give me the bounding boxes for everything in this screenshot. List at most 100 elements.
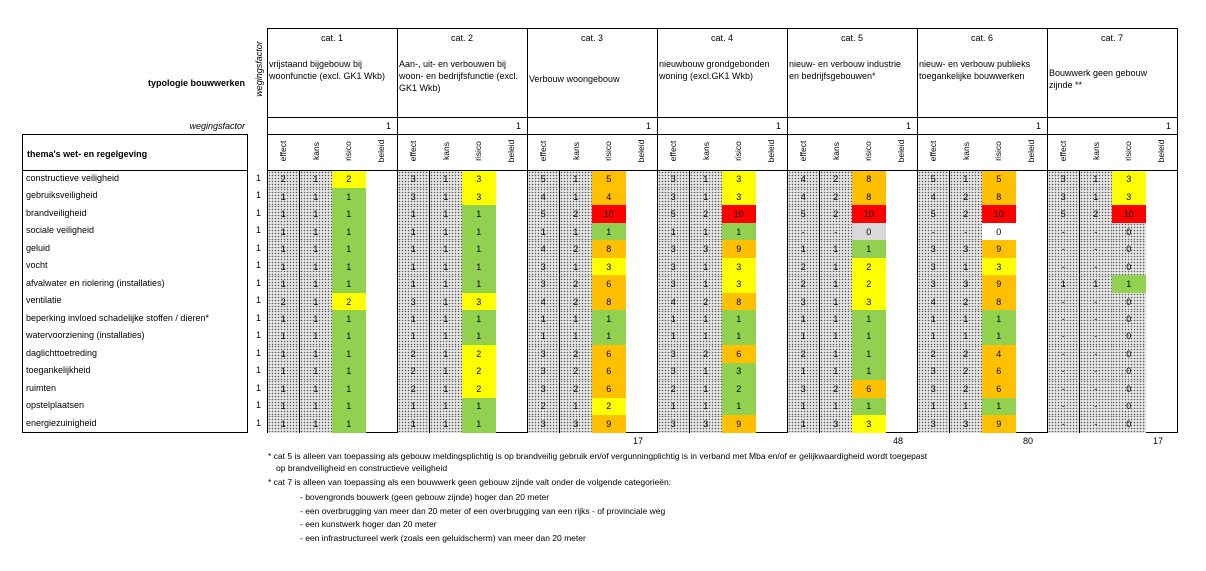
risico-cell: 0: [1112, 240, 1146, 258]
kans-cell: 1: [949, 257, 982, 276]
risico-cell: 1: [852, 362, 886, 381]
effect-cell: 3: [528, 380, 560, 398]
category-title: cat. 4: [710, 33, 733, 43]
subheader-risico: risico: [343, 141, 354, 161]
effect-cell: 3: [528, 257, 560, 276]
risico-cell: 1: [852, 327, 886, 346]
risico-cell: 1: [592, 310, 626, 328]
kans-cell: -: [1079, 380, 1112, 398]
risico-cell: 1: [1112, 275, 1146, 293]
risico-cell: 2: [332, 170, 366, 188]
risico-cell: 6: [852, 380, 886, 398]
effect-cell: 1: [268, 397, 300, 416]
effect-cell: 1: [658, 310, 690, 328]
risico-cell: 1: [332, 310, 366, 328]
subheader-kans: kans: [570, 142, 581, 160]
risico-cell: 5: [982, 170, 1016, 188]
risico-cell: 8: [592, 240, 626, 258]
effect-cell: 1: [918, 397, 950, 416]
effect-cell: 2: [528, 397, 560, 416]
effect-cell: 1: [268, 310, 300, 328]
risico-cell: 2: [332, 292, 366, 311]
kans-cell: 2: [949, 187, 982, 206]
effect-cell: -: [1048, 310, 1080, 328]
kans-cell: 1: [299, 310, 332, 328]
risico-cell: 1: [852, 397, 886, 416]
subheader-effect: effect: [928, 140, 939, 162]
risico-cell: 1: [332, 240, 366, 258]
effect-cell: 1: [268, 380, 300, 398]
category-description: Verbouw woongebouw: [529, 74, 620, 84]
risico-cell: 1: [332, 415, 366, 433]
theme-label: daglichttoetreding: [26, 347, 98, 358]
risico-cell: 0: [1112, 345, 1146, 363]
effect-cell: 2: [398, 362, 430, 381]
theme-label: watervoorziening (installaties): [26, 330, 145, 341]
category-description: nieuwbouw grondgebonden woning (excl.GK1…: [659, 59, 770, 81]
kans-cell: 1: [429, 275, 462, 293]
kans-cell: 1: [689, 327, 722, 346]
kans-cell: 1: [819, 310, 852, 328]
kans-cell: 1: [429, 397, 462, 416]
effect-cell: 3: [658, 240, 690, 258]
risico-cell: 0: [1112, 222, 1146, 241]
effect-cell: -: [1048, 257, 1080, 276]
kans-cell: 1: [299, 380, 332, 398]
kans-cell: 1: [429, 345, 462, 363]
effect-cell: 4: [918, 292, 950, 311]
kans-cell: -: [1079, 345, 1112, 363]
risico-cell: 2: [852, 275, 886, 293]
subheader-risico: risico: [993, 141, 1004, 161]
footnote-line: - bovengronds bouwerk (geen gebouw zijnd…: [300, 492, 550, 502]
subheader-effect: effect: [408, 140, 419, 162]
risico-cell: 1: [332, 222, 366, 241]
kans-cell: 1: [689, 170, 722, 188]
theme-label: sociale veiligheid: [26, 225, 95, 236]
effect-cell: -: [1048, 380, 1080, 398]
kans-cell: 1: [299, 397, 332, 416]
risico-cell: 0: [1112, 327, 1146, 346]
kans-cell: 1: [429, 170, 462, 188]
theme-weight: 1: [256, 277, 262, 288]
weging-label: wegingsfactor: [189, 121, 245, 131]
kans-cell: -: [819, 222, 852, 241]
kans-cell: 2: [559, 292, 592, 311]
subheader-beleid: beleid: [765, 139, 776, 163]
kans-cell: 2: [559, 362, 592, 381]
effect-cell: 1: [398, 310, 430, 328]
kans-cell: -: [1079, 415, 1112, 433]
kans-cell: 1: [559, 222, 592, 241]
kans-cell: 1: [299, 415, 332, 433]
effect-cell: 1: [788, 240, 820, 258]
kans-cell: 1: [949, 170, 982, 188]
risico-cell: 8: [982, 187, 1016, 206]
effect-cell: 1: [788, 415, 820, 433]
risico-cell: 8: [852, 187, 886, 206]
theme-weight: 1: [256, 365, 262, 376]
risico-cell: 9: [982, 415, 1016, 433]
risico-cell: 6: [982, 362, 1016, 381]
kans-cell: 1: [1079, 275, 1112, 293]
effect-cell: 4: [528, 240, 560, 258]
risico-cell: 1: [462, 205, 496, 223]
kans-cell: 1: [429, 222, 462, 241]
risico-cell: 3: [852, 292, 886, 311]
kans-cell: 2: [689, 292, 722, 311]
risico-cell: 1: [852, 310, 886, 328]
risico-cell: 1: [332, 205, 366, 223]
risico-cell: 4: [982, 345, 1016, 363]
risico-cell: 1: [462, 415, 496, 433]
theme-label: vocht: [26, 260, 48, 271]
risico-cell: 2: [462, 362, 496, 381]
effect-cell: 3: [788, 292, 820, 311]
risico-cell: 6: [592, 380, 626, 398]
kans-cell: 1: [429, 292, 462, 311]
effect-cell: 1: [658, 222, 690, 241]
kans-cell: 1: [299, 292, 332, 311]
effect-cell: -: [1048, 415, 1080, 433]
kans-cell: 2: [689, 205, 722, 223]
kans-cell: 2: [559, 380, 592, 398]
effect-cell: 3: [918, 415, 950, 433]
kans-cell: 3: [689, 415, 722, 433]
effect-cell: 3: [658, 187, 690, 206]
